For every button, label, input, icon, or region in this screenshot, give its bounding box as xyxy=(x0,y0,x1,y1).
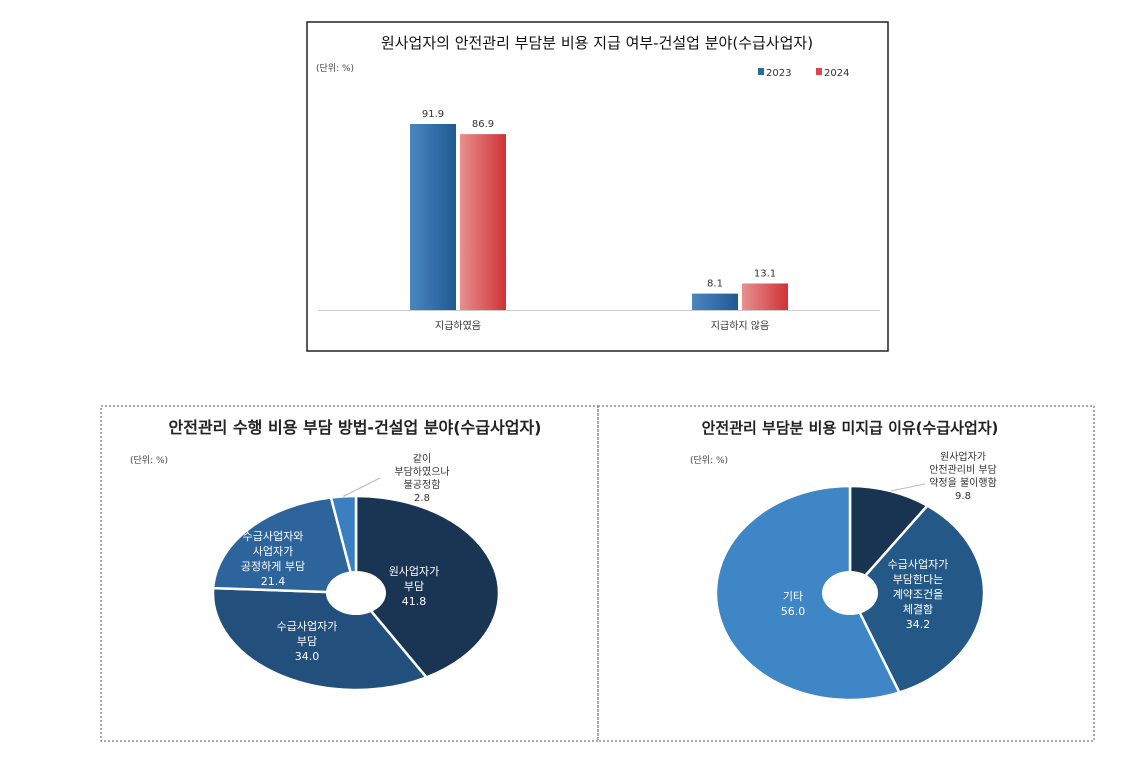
pie2-slice-1 xyxy=(848,504,986,695)
pie1-label-0: 원사업자가 부담 41.8 xyxy=(389,565,440,608)
legend-label-2023: 2023 xyxy=(766,68,791,79)
bar-value-label: 86.9 xyxy=(472,119,494,130)
pie2-label-1: 수급사업자가 부담한다는 계약조건을 체결함 34.2 xyxy=(888,558,949,631)
pie1-hole xyxy=(326,571,386,615)
bar-2023-0 xyxy=(410,124,456,310)
pie1-slice-1 xyxy=(211,586,429,692)
bar-2023-1 xyxy=(692,293,738,310)
pie2-label-2: 기타 56.0 xyxy=(781,590,806,618)
bar-chart-unit: (단위: %) xyxy=(316,63,354,74)
pie2-label-0: 원사업자가 안전관리비 부담 약정을 불이행함 9.8 xyxy=(929,450,997,502)
pie1-unit: (단위: %) xyxy=(130,455,168,466)
x-tick-label: 지급하지 않음 xyxy=(711,319,769,332)
legend-label-2024: 2024 xyxy=(824,68,849,79)
bar-value-label: 8.1 xyxy=(707,279,723,290)
pie2-hole xyxy=(822,571,878,615)
pie1-label-2: 수급사업자와 사업자가 공정하게 부담 21.4 xyxy=(241,530,305,588)
pie2-frame xyxy=(597,405,1095,742)
leader-line xyxy=(890,483,926,492)
bar-2024-1 xyxy=(742,283,788,310)
pie2-title: 안전관리 부담분 비용 미지급 이유(수급사업자) xyxy=(702,419,999,437)
bar-value-label: 91.9 xyxy=(422,109,444,120)
bar-value-label: 13.1 xyxy=(754,268,776,279)
pie2-unit: (단위: %) xyxy=(690,455,728,466)
pie1-title: 안전관리 수행 비용 부담 방법-건설업 분야(수급사업자) xyxy=(169,418,542,437)
pie1-slice-0 xyxy=(354,494,501,679)
pie1-frame xyxy=(100,405,599,742)
pie2-slice-0 xyxy=(848,484,930,597)
x-tick-label: 지급하였음 xyxy=(435,319,481,332)
leader-line xyxy=(343,477,381,497)
pie1-label-1: 수급사업자가 부담 34.0 xyxy=(277,620,338,663)
pie2-slice-2 xyxy=(714,484,902,702)
legend-swatch-2024 xyxy=(816,68,822,75)
bar-chart-title: 원사업자의 안전관리 부담분 비용 지급 여부-건설업 분야(수급사업자) xyxy=(381,34,813,52)
bar-2024-0 xyxy=(460,134,506,310)
pie1-slice-2 xyxy=(211,496,358,595)
pie1-label-3: 같이 부담하였으나 불공정함 2.8 xyxy=(394,453,449,504)
bar-chart-frame xyxy=(306,21,889,352)
legend-swatch-2023 xyxy=(758,68,764,75)
